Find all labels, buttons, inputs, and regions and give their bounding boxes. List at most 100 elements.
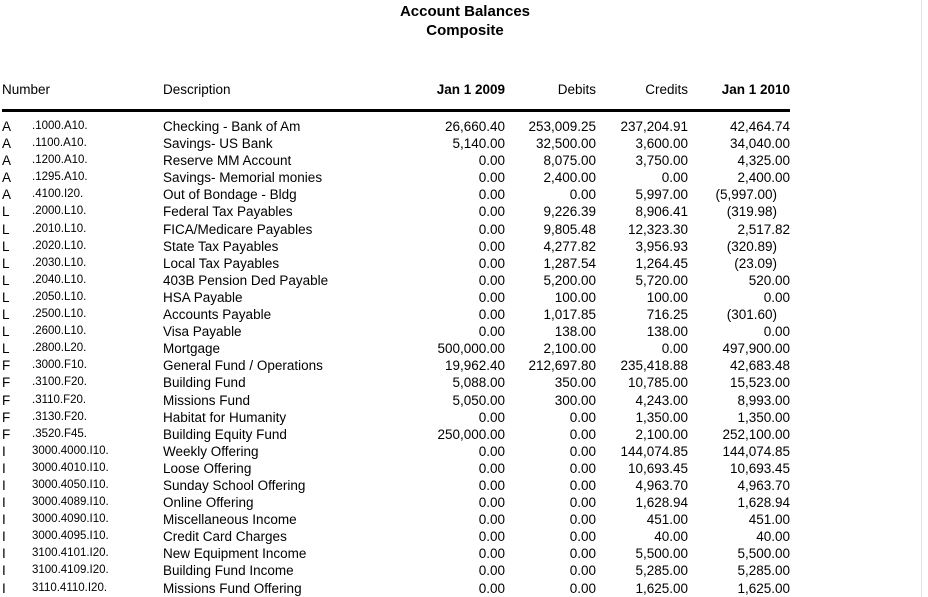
debits-cell: 300.00	[554, 392, 597, 408]
jan-1-2009-cell: 0.00	[478, 443, 506, 459]
credits-cell: 8,906.41	[635, 204, 689, 220]
debits-cell: 0.00	[569, 426, 597, 442]
account-number-cell: .4100.I20.	[32, 188, 84, 201]
account-number-cell: .1100.A10.	[32, 137, 87, 150]
account-type-cell: I	[2, 495, 6, 511]
jan-1-2010-cell: 34,040.00	[729, 136, 791, 152]
account-number-cell: .3130.F20.	[32, 410, 87, 423]
jan-1-2010-cell: 497,900.00	[722, 341, 791, 357]
account-number-cell: .3100.F20.	[32, 376, 87, 389]
jan-1-2010-cell: 4,963.70	[737, 477, 791, 493]
account-description-cell: Savings- Memorial monies	[163, 170, 323, 186]
credits-cell: 3,956.93	[635, 238, 689, 254]
account-type-cell: L	[2, 324, 10, 340]
jan-1-2010-cell: 2,517.82	[737, 221, 791, 237]
account-type-cell: L	[2, 238, 10, 254]
account-description-cell: Building Fund Income	[163, 563, 294, 579]
account-description-cell: Reserve MM Account	[163, 153, 292, 169]
jan-1-2009-cell: 0.00	[478, 409, 506, 425]
account-description-cell: Sunday School Offering	[163, 477, 306, 493]
debits-cell: 32,500.00	[535, 136, 597, 152]
jan-1-2009-cell: 5,050.00	[452, 392, 506, 408]
credits-cell: 1,264.45	[635, 255, 689, 271]
account-type-cell: I	[2, 443, 6, 459]
account-description-cell: FICA/Medicare Payables	[163, 221, 313, 237]
debits-cell: 138.00	[554, 324, 597, 340]
jan-1-2009-cell: 26,660.40	[444, 119, 506, 134]
column-header-jan-1-2010: Jan 1 2010	[688, 82, 791, 112]
account-description-cell: Accounts Payable	[163, 307, 272, 323]
jan-1-2009-cell: 0.00	[478, 580, 506, 596]
account-type-cell: L	[2, 272, 10, 288]
account-type-cell: I	[2, 563, 6, 579]
jan-1-2010-cell: (5,997.00)	[715, 187, 778, 203]
debits-cell: 1,017.85	[543, 307, 597, 323]
debits-cell: 0.00	[569, 563, 597, 579]
jan-1-2009-cell: 0.00	[478, 238, 506, 254]
column-header-credits: Credits	[596, 82, 689, 112]
jan-1-2010-cell: 0.00	[763, 324, 791, 340]
jan-1-2009-cell: 0.00	[478, 204, 506, 220]
debits-cell: 2,400.00	[543, 170, 597, 186]
debits-cell: 5,200.00	[543, 272, 597, 288]
account-description-cell: Federal Tax Payables	[163, 204, 293, 220]
account-description-cell: General Fund / Operations	[163, 358, 323, 374]
credits-cell: 12,323.30	[627, 221, 689, 237]
account-type-cell: A	[2, 153, 12, 169]
jan-1-2009-cell: 0.00	[478, 529, 506, 545]
credits-cell: 3,750.00	[635, 153, 689, 169]
report-title: Account Balances Composite	[0, 2, 928, 40]
account-number-cell: 3000.4089.I10.	[32, 496, 109, 509]
jan-1-2010-cell: 1,628.94	[737, 495, 791, 511]
account-description-cell: Loose Offering	[163, 460, 252, 476]
jan-1-2010-cell: 451.00	[748, 512, 791, 528]
debits-cell: 4,277.82	[543, 238, 597, 254]
account-number-cell: .2500.L10.	[32, 308, 87, 321]
account-type-cell: I	[2, 460, 6, 476]
account-description-cell: Checking - Bank of Am	[163, 119, 301, 134]
account-number-cell: 3000.4090.I10.	[32, 513, 109, 526]
credits-cell: 10,693.45	[627, 460, 689, 476]
table-row: L .2030.L10. Local Tax Payables 0.00 1,287.5…	[2, 255, 790, 272]
account-number-cell: 3100.4109.I20.	[32, 564, 109, 577]
jan-1-2010-cell: (319.98)	[726, 204, 778, 220]
account-type-cell: L	[2, 289, 10, 305]
account-type-cell: F	[2, 392, 11, 408]
account-description-cell: 403B Pension Ded Payable	[163, 272, 329, 288]
jan-1-2010-cell: (301.60)	[726, 307, 778, 323]
account-description-cell: State Tax Payables	[163, 238, 279, 254]
credits-cell: 235,418.88	[620, 358, 689, 374]
jan-1-2009-cell: 19,962.40	[444, 358, 506, 374]
table-row: A .4100.I20. Out of Bondage - Bldg 0.00 0.00…	[2, 186, 790, 203]
table-row: I 3100.4101.I20. New Equipment Income 0.00 0…	[2, 545, 790, 562]
account-description-cell: Visa Payable	[163, 324, 242, 340]
jan-1-2010-cell: 8,993.00	[737, 392, 791, 408]
credits-cell: 10,785.00	[627, 375, 689, 391]
table-row: L .2050.L10. HSA Payable 0.00 100.00 100.00 0.…	[2, 289, 790, 306]
account-description-cell: HSA Payable	[163, 289, 243, 305]
account-description-cell: Credit Card Charges	[163, 529, 287, 545]
credits-cell: 144,074.85	[620, 443, 689, 459]
account-type-cell: L	[2, 204, 10, 220]
jan-1-2010-cell: 144,074.85	[722, 443, 791, 459]
debits-cell: 0.00	[569, 409, 597, 425]
jan-1-2009-cell: 0.00	[478, 307, 506, 323]
jan-1-2010-cell: 5,500.00	[737, 546, 791, 562]
table-row: L .2600.L10. Visa Payable 0.00 138.00 138.00 0…	[2, 323, 790, 340]
credits-cell: 5,500.00	[635, 546, 689, 562]
debits-cell: 0.00	[569, 460, 597, 476]
account-type-cell: I	[2, 580, 6, 596]
account-description-cell: Missions Fund	[163, 392, 251, 408]
jan-1-2009-cell: 0.00	[478, 563, 506, 579]
jan-1-2010-cell: 0.00	[763, 289, 791, 305]
account-description-cell: Mortgage	[163, 341, 221, 357]
jan-1-2010-cell: 15,523.00	[729, 375, 791, 391]
debits-cell: 350.00	[554, 375, 597, 391]
debits-cell: 100.00	[554, 289, 597, 305]
debits-cell: 0.00	[569, 580, 597, 596]
account-number-cell: .1295.A10.	[32, 171, 88, 184]
jan-1-2010-cell: 1,625.00	[737, 580, 791, 596]
debits-cell: 8,075.00	[543, 153, 597, 169]
column-header-jan-1-2009: Jan 1 2009	[420, 82, 506, 112]
account-number-cell: 3000.4010.I10.	[32, 461, 109, 474]
